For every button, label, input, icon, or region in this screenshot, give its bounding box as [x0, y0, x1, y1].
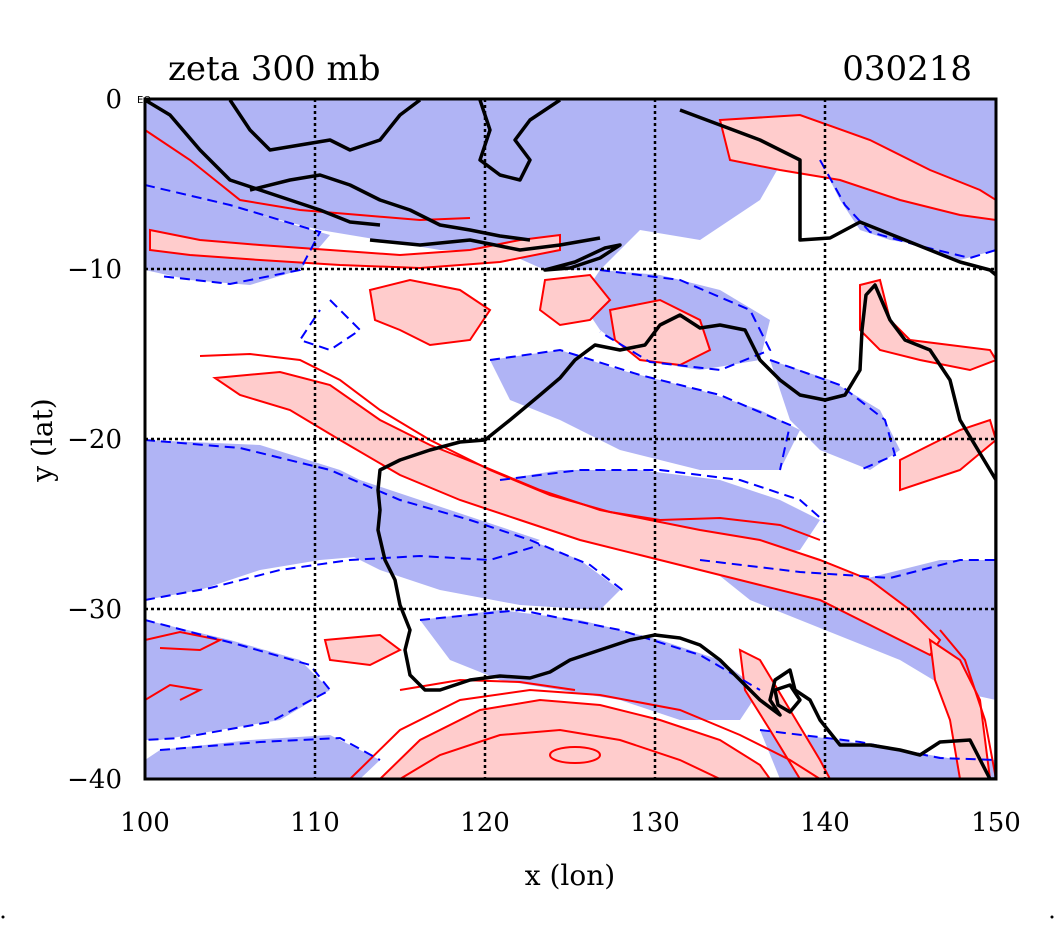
x-tick-label: 110 [290, 808, 340, 838]
pos-line-south-west [399, 678, 576, 691]
coast-borneo [228, 99, 422, 152]
y-tick-label: −30 [67, 595, 122, 625]
x-tick-label: 150 [971, 808, 1021, 838]
y-tick-labels: 0 −10 −20 −30 −40 [67, 85, 122, 795]
pos-region-coral [859, 278, 996, 372]
x-tick-label: 120 [460, 808, 510, 838]
neg-line-3 [499, 469, 826, 523]
neg-line-7 [489, 348, 792, 471]
coast-australia [376, 283, 996, 779]
pos-line-south-1 [349, 688, 821, 779]
neg-line-2 [145, 544, 541, 601]
pos-line-south-2 [399, 728, 721, 779]
y-tick-label: −10 [67, 255, 122, 285]
chart-title: zeta 300 mb [168, 49, 380, 89]
pos-region-west-small [323, 633, 402, 667]
coastlines [145, 99, 996, 779]
neg-line-9 [145, 184, 322, 286]
pos-region-arafura [538, 273, 612, 327]
pos-region-png [718, 113, 996, 222]
neg-region-south [420, 610, 760, 720]
equator-label: EQ [137, 95, 151, 106]
date-label: 030218 [842, 49, 972, 89]
x-axis-label: x (lon) [525, 859, 615, 892]
neg-line-10 [769, 359, 897, 471]
plot-frame [143, 97, 998, 781]
gridlines [145, 99, 996, 779]
pos-region-timor-sea [368, 278, 492, 347]
pos-region-indonesia [149, 228, 561, 270]
neg-line-1 [145, 439, 626, 593]
pos-line-west-2 [145, 683, 204, 701]
y-tick-label: 0 [105, 85, 122, 115]
pos-band-subtropical-jet [212, 370, 942, 657]
pos-line-jet-inner [199, 352, 821, 541]
neg-line-6 [145, 619, 332, 741]
positive-vorticity-fill [149, 113, 996, 779]
coast-timor [543, 243, 622, 272]
neg-line-5 [699, 559, 996, 580]
neg-line-13 [819, 159, 996, 260]
neg-region-west-band [145, 440, 540, 600]
x-tick-label: 130 [630, 808, 680, 838]
pos-region-far-east [928, 637, 992, 779]
neg-region-far-south [145, 735, 380, 779]
pos-line-west-1 [145, 630, 224, 652]
x-tick-label: 140 [800, 808, 850, 838]
corner-dot [1050, 915, 1054, 919]
neg-line-11 [159, 736, 381, 761]
coast-sulawesi [478, 99, 561, 182]
pos-region-se-ridge [738, 648, 832, 779]
pos-line-north-1 [145, 129, 471, 222]
pos-line-ring [549, 746, 602, 764]
corner-dot [1, 915, 5, 919]
plot-area [145, 99, 996, 779]
y-axis-label: y (lat) [26, 398, 59, 482]
neg-line-8 [599, 269, 772, 372]
y-tick-label: −40 [67, 765, 122, 795]
y-tick-label: −20 [67, 425, 122, 455]
coast-sumatra [145, 99, 381, 227]
positive-contour-lines [145, 129, 996, 779]
pos-line-se-1 [939, 629, 996, 779]
x-tick-labels: 100 110 120 130 140 150 [120, 808, 1021, 838]
neg-line-12 [759, 729, 996, 761]
neg-region-south-east [700, 560, 996, 700]
neg-line-4 [419, 608, 761, 691]
coast-tasmania [773, 683, 802, 714]
pos-region-southern-arc [378, 698, 772, 779]
coast-png [679, 108, 996, 277]
negative-contour-lines [145, 159, 996, 761]
neg-region-gulf [770, 360, 900, 470]
x-tick-label: 100 [120, 808, 170, 838]
coast-lesser-sunda [369, 236, 601, 252]
